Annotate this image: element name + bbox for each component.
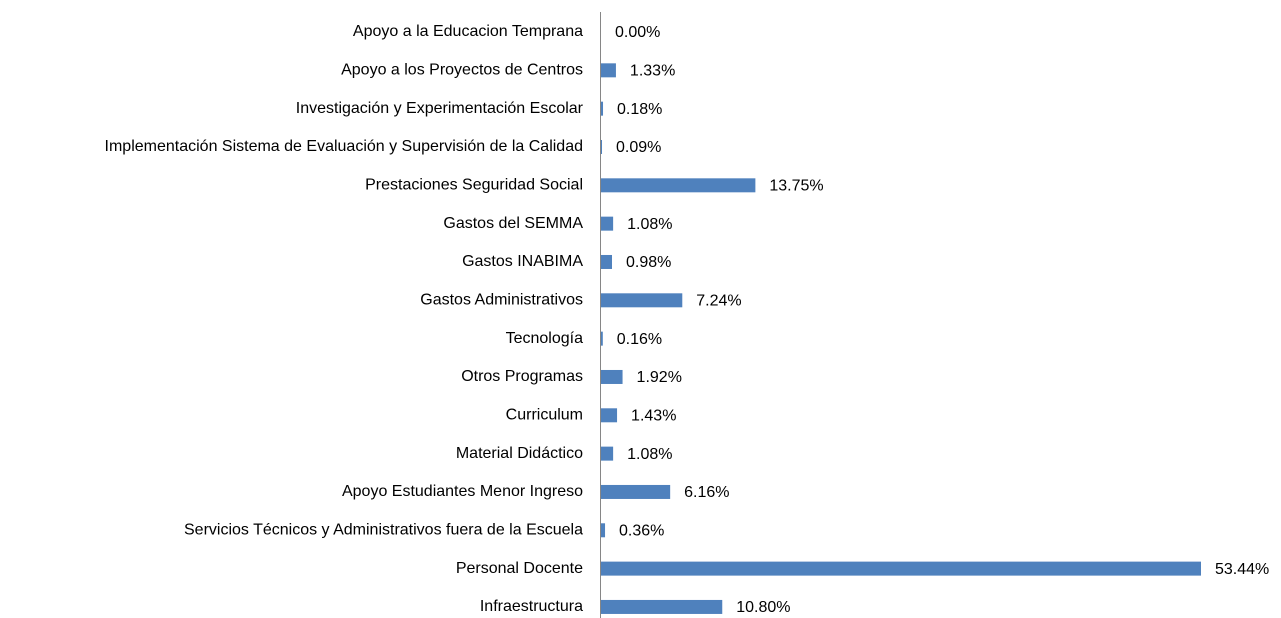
bar bbox=[601, 216, 614, 231]
data-label: 0.98% bbox=[626, 254, 671, 271]
bar bbox=[601, 101, 604, 116]
category-label: Investigación y Experimentación Escolar bbox=[296, 100, 584, 117]
bar bbox=[601, 254, 613, 269]
category-label: Apoyo a los Proyectos de Centros bbox=[341, 62, 583, 79]
data-label: 53.44% bbox=[1215, 561, 1269, 578]
category-label: Infraestructura bbox=[480, 598, 583, 615]
category-label: Tecnología bbox=[506, 330, 583, 347]
bar bbox=[601, 63, 616, 78]
category-label: Material Didáctico bbox=[456, 445, 583, 462]
data-label: 1.33% bbox=[630, 63, 675, 80]
data-label: 10.80% bbox=[736, 599, 790, 616]
category-label: Implementación Sistema de Evaluación y S… bbox=[105, 138, 583, 155]
bar bbox=[601, 484, 671, 499]
bar bbox=[601, 599, 723, 614]
category-label: Gastos Administrativos bbox=[420, 292, 583, 309]
data-label: 0.36% bbox=[619, 523, 664, 540]
data-label: 1.43% bbox=[631, 408, 676, 425]
bar bbox=[601, 408, 618, 423]
data-label: 7.24% bbox=[696, 293, 741, 310]
bar bbox=[601, 139, 603, 154]
bar bbox=[601, 446, 614, 461]
bar bbox=[601, 178, 756, 193]
data-label: 1.92% bbox=[637, 369, 682, 386]
bar bbox=[601, 369, 623, 384]
bar bbox=[601, 523, 606, 538]
data-label: 0.16% bbox=[617, 331, 662, 348]
data-label: 0.00% bbox=[615, 24, 660, 41]
bar bbox=[601, 293, 683, 308]
category-label: Personal Docente bbox=[456, 560, 583, 577]
data-label: 0.09% bbox=[616, 139, 661, 156]
data-label: 1.08% bbox=[627, 216, 672, 233]
category-label: Otros Programas bbox=[461, 368, 583, 385]
bar bbox=[601, 331, 603, 346]
data-label: 13.75% bbox=[769, 178, 823, 195]
category-label: Prestaciones Seguridad Social bbox=[365, 177, 583, 194]
category-label: Gastos INABIMA bbox=[462, 253, 583, 270]
bar bbox=[601, 561, 1201, 576]
category-label: Servicios Técnicos y Administrativos fue… bbox=[184, 522, 583, 539]
category-label: Curriculum bbox=[506, 407, 583, 424]
data-label: 1.08% bbox=[627, 446, 672, 463]
category-label: Apoyo a la Educacion Temprana bbox=[353, 23, 583, 40]
data-label: 0.18% bbox=[617, 101, 662, 118]
data-label: 6.16% bbox=[684, 484, 729, 501]
category-label: Apoyo Estudiantes Menor Ingreso bbox=[342, 483, 583, 500]
category-label: Gastos del SEMMA bbox=[443, 215, 583, 232]
